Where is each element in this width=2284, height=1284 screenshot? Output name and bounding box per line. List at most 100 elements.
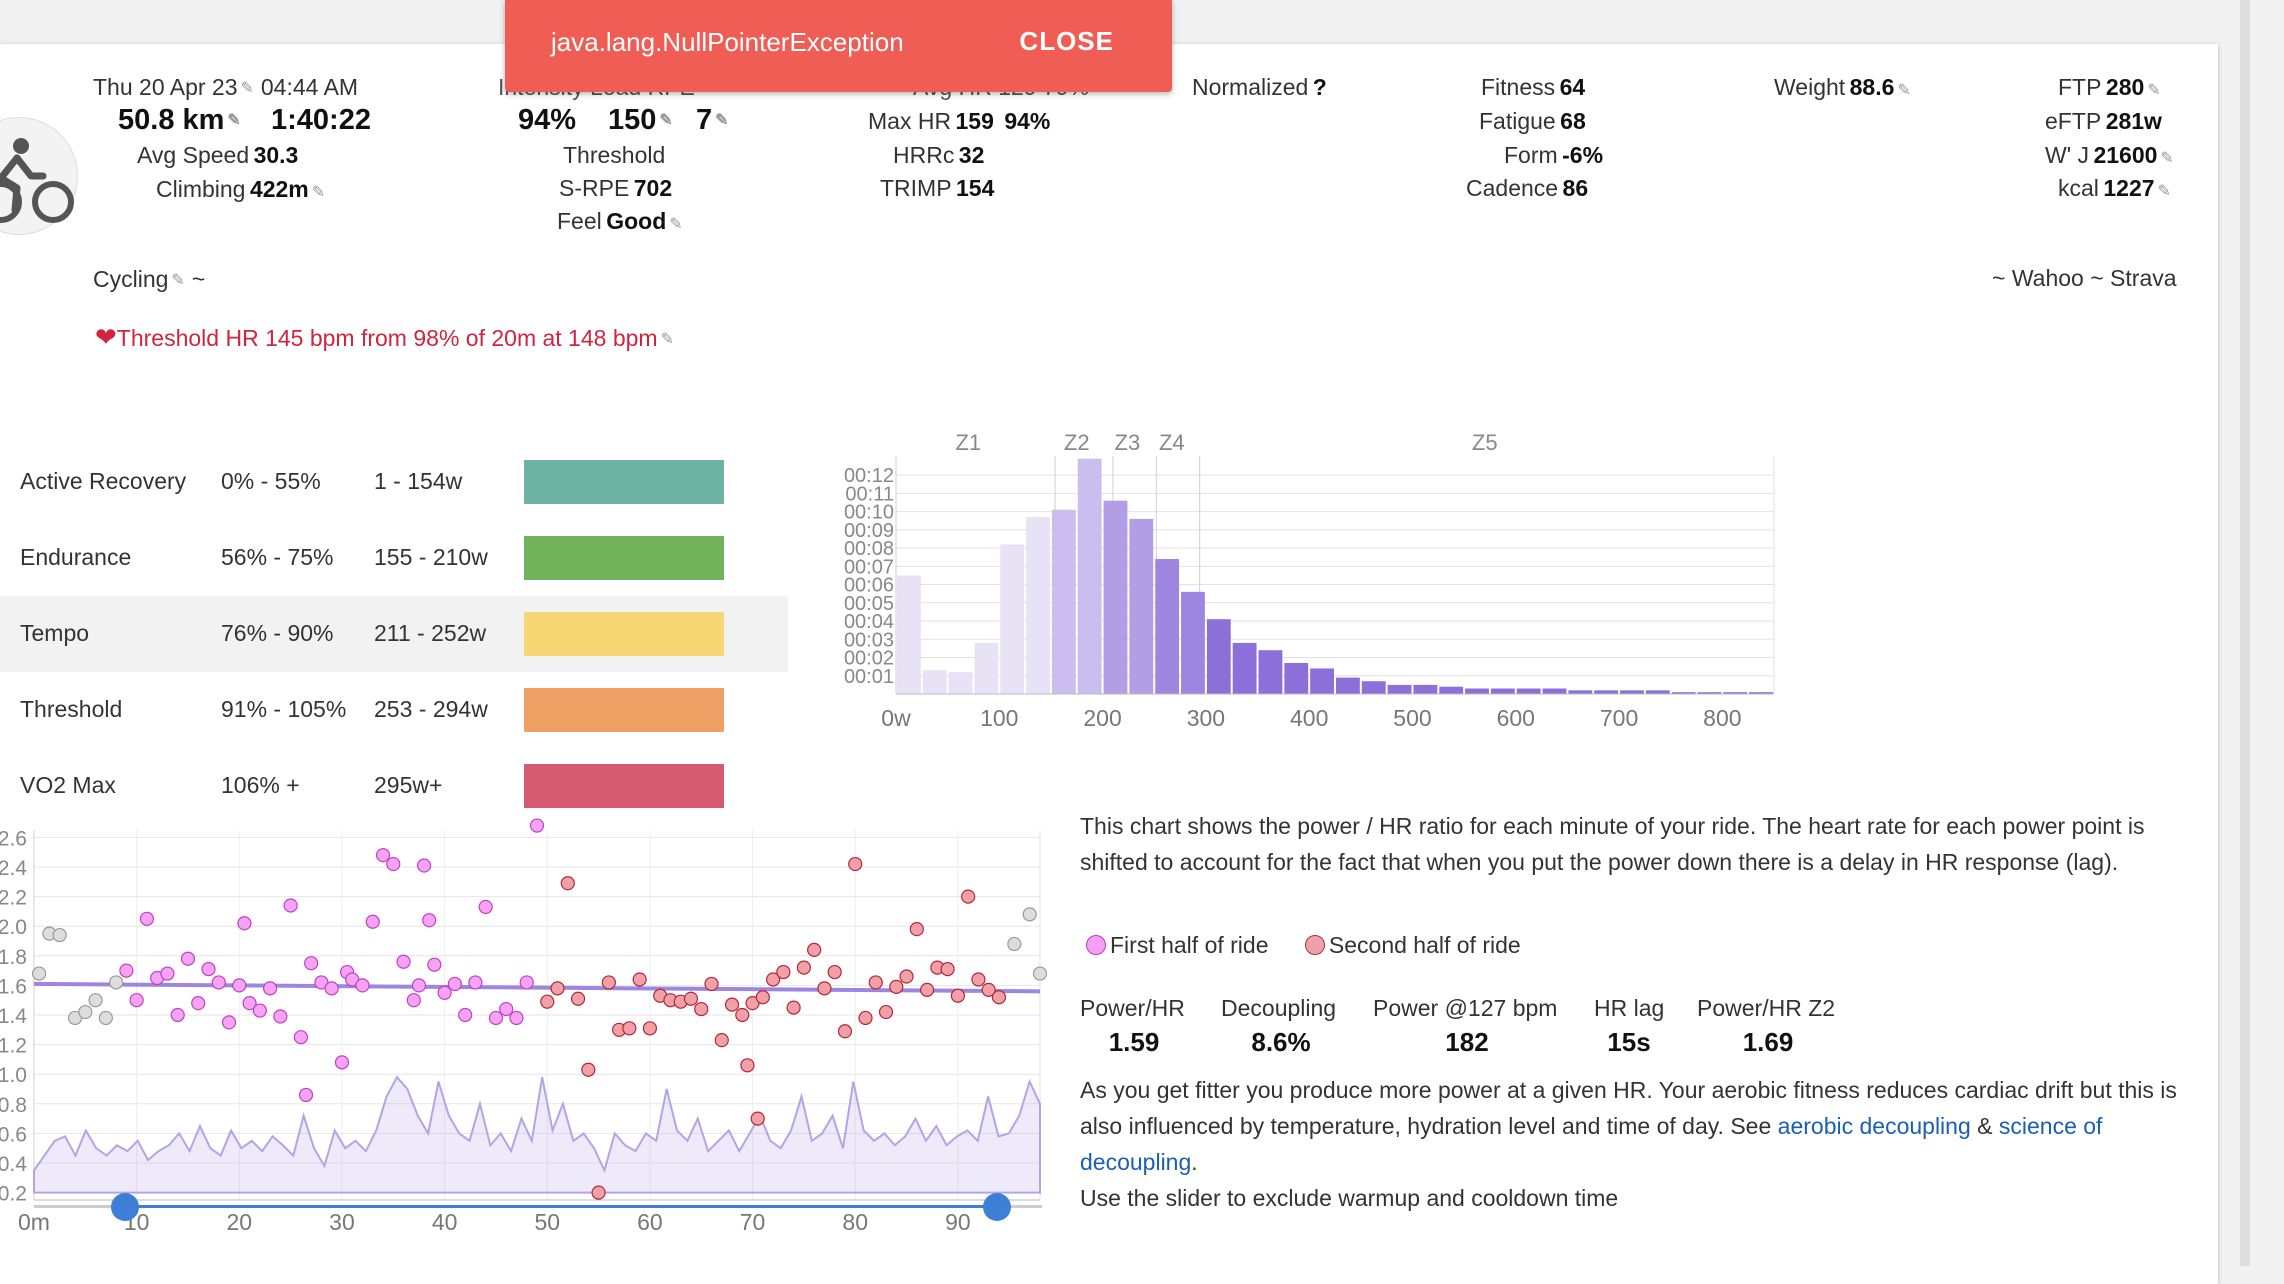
first-half-point[interactable] — [232, 978, 247, 993]
edit-feel-pencil-icon[interactable]: ✎ — [669, 215, 683, 233]
histogram-bar[interactable] — [1387, 684, 1412, 694]
histogram-bar[interactable] — [1129, 518, 1154, 694]
histogram-bar[interactable] — [1490, 688, 1515, 694]
second-half-point[interactable] — [940, 962, 955, 977]
first-half-point[interactable] — [499, 1001, 514, 1017]
second-half-point[interactable] — [807, 942, 822, 957]
second-half-point[interactable] — [632, 972, 647, 987]
second-half-point[interactable] — [740, 1058, 755, 1073]
legend-second-half[interactable]: Second half of ride — [1304, 932, 1521, 958]
histogram-bar[interactable] — [1258, 650, 1283, 694]
second-half-point[interactable] — [581, 1062, 596, 1077]
second-half-point[interactable] — [909, 922, 924, 937]
first-half-point[interactable] — [422, 913, 437, 928]
histogram-bar[interactable] — [1232, 642, 1257, 694]
second-half-point[interactable] — [889, 979, 904, 994]
warmup-point[interactable] — [1007, 936, 1022, 952]
edit-ftp-pencil-icon[interactable]: ✎ — [2147, 81, 2161, 99]
edit-climbing-pencil-icon[interactable]: ✎ — [311, 183, 326, 201]
second-half-point[interactable] — [750, 1111, 765, 1126]
second-half-point[interactable] — [796, 960, 811, 975]
second-half-point[interactable] — [950, 988, 965, 1003]
second-half-point[interactable] — [971, 972, 986, 987]
edit-w-prime-pencil-icon[interactable]: ✎ — [2160, 149, 2174, 167]
second-half-point[interactable] — [591, 1185, 606, 1200]
first-half-point[interactable] — [293, 1030, 308, 1045]
histogram-bar[interactable] — [1310, 668, 1334, 694]
second-half-point[interactable] — [919, 982, 935, 997]
zone-color-swatch[interactable] — [524, 612, 724, 656]
first-half-point[interactable] — [447, 976, 462, 992]
second-half-point[interactable] — [755, 990, 770, 1005]
second-half-point[interactable] — [878, 1004, 894, 1020]
first-half-point[interactable] — [519, 975, 534, 990]
histogram-bar[interactable] — [1697, 692, 1722, 694]
first-half-point[interactable] — [509, 1010, 524, 1026]
histogram-bar[interactable] — [1749, 692, 1773, 694]
histogram-bar[interactable] — [1103, 500, 1128, 694]
first-half-point[interactable] — [211, 975, 226, 990]
second-half-point[interactable] — [899, 969, 914, 984]
first-half-point[interactable] — [396, 954, 411, 969]
second-half-point[interactable] — [858, 1010, 873, 1026]
second-half-point[interactable] — [642, 1021, 658, 1036]
second-half-point[interactable] — [848, 856, 863, 872]
first-half-point[interactable] — [201, 962, 216, 977]
first-half-point[interactable] — [160, 966, 175, 981]
edit-type-pencil-icon[interactable]: ✎ — [171, 271, 185, 289]
histogram-bar[interactable] — [1026, 517, 1050, 694]
first-half-point[interactable] — [458, 1007, 473, 1023]
first-half-point[interactable] — [437, 985, 452, 1000]
first-half-point[interactable] — [355, 978, 370, 993]
second-half-point[interactable] — [837, 1024, 853, 1039]
first-half-point[interactable] — [375, 848, 391, 863]
histogram-bar[interactable] — [897, 575, 921, 694]
edit-kcal-pencil-icon[interactable]: ✎ — [2157, 182, 2171, 200]
second-half-point[interactable] — [868, 975, 883, 990]
first-half-point[interactable] — [252, 1003, 267, 1018]
histogram-bar[interactable] — [1645, 690, 1670, 694]
histogram-bar[interactable] — [1051, 509, 1076, 694]
science-of-decoupling-link[interactable]: science of decoupling — [1080, 1113, 2103, 1175]
histogram-bar[interactable] — [1620, 690, 1644, 694]
histogram-bar[interactable] — [974, 642, 999, 694]
second-half-point[interactable] — [560, 876, 575, 891]
second-half-point[interactable] — [817, 981, 832, 996]
toast-close-button[interactable]: CLOSE — [1019, 26, 1114, 56]
histogram-bar[interactable] — [922, 670, 947, 694]
second-half-point[interactable] — [735, 1007, 750, 1023]
histogram-bar[interactable] — [1465, 688, 1489, 694]
warmup-point[interactable] — [78, 1004, 93, 1020]
warmup-point[interactable] — [1022, 907, 1037, 922]
zone-color-swatch[interactable] — [524, 764, 724, 808]
histogram-bar[interactable] — [1671, 692, 1696, 694]
histogram-bar[interactable] — [1206, 619, 1231, 694]
second-half-point[interactable] — [540, 994, 555, 1009]
first-half-point[interactable] — [334, 1055, 350, 1070]
zone-color-swatch[interactable] — [524, 688, 724, 732]
edit-date-pencil-icon[interactable]: ✎ — [240, 79, 254, 97]
first-half-point[interactable] — [468, 975, 483, 990]
first-half-point[interactable] — [324, 981, 339, 996]
second-half-point[interactable] — [776, 964, 791, 980]
warmup-point[interactable] — [52, 927, 67, 943]
window-scrollbar[interactable] — [2240, 0, 2250, 1266]
second-half-point[interactable] — [827, 964, 842, 980]
second-half-point[interactable] — [714, 1033, 729, 1048]
histogram-bar[interactable] — [1336, 677, 1360, 694]
first-half-point[interactable] — [237, 916, 252, 931]
second-half-point[interactable] — [570, 991, 586, 1006]
second-half-point[interactable] — [550, 981, 565, 996]
histogram-bar[interactable] — [1542, 688, 1567, 694]
second-half-point[interactable] — [981, 982, 996, 997]
first-half-point[interactable] — [283, 898, 298, 913]
slider-min-handle[interactable] — [110, 1193, 139, 1221]
second-half-point[interactable] — [704, 976, 719, 992]
warmup-cooldown-slider[interactable] — [34, 1192, 1042, 1222]
histogram-bar[interactable] — [1516, 688, 1541, 694]
first-half-point[interactable] — [411, 978, 427, 993]
histogram-bar[interactable] — [1155, 559, 1180, 694]
first-half-point[interactable] — [242, 996, 257, 1011]
slider-max-handle[interactable] — [982, 1193, 1011, 1221]
first-half-point[interactable] — [298, 1087, 314, 1103]
